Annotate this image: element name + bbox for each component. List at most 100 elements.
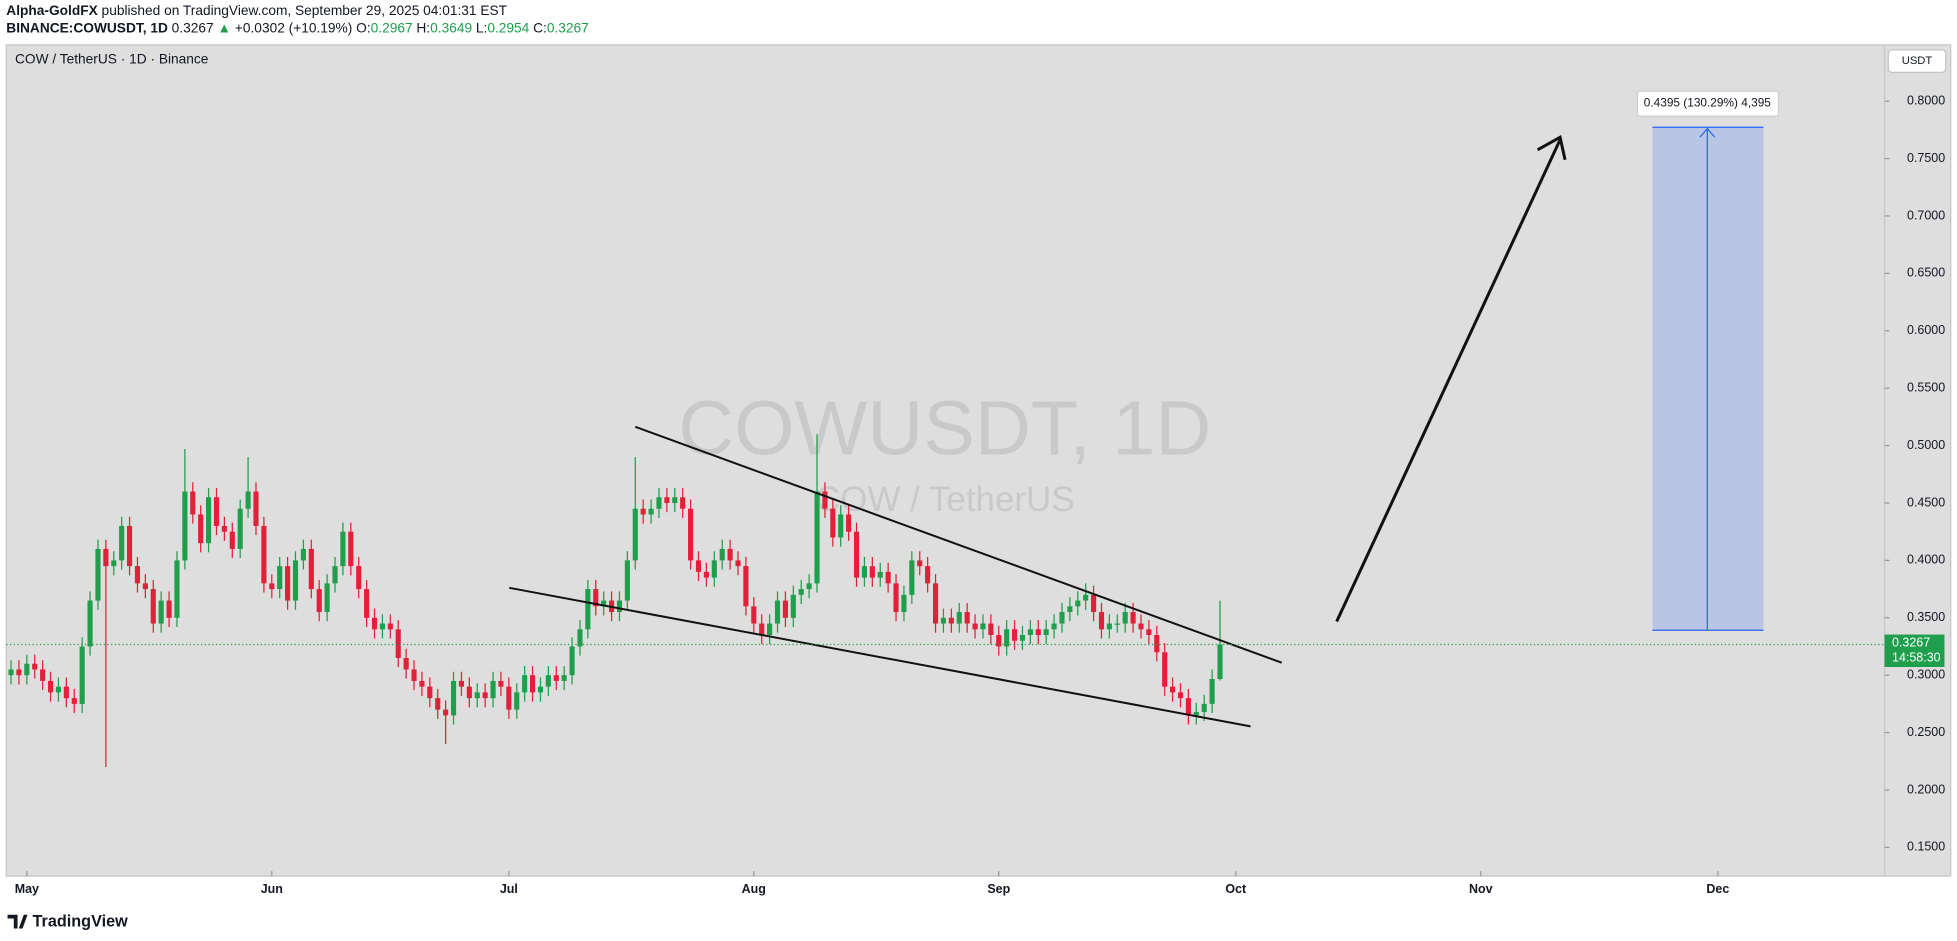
- x-tick-label: Jun: [261, 882, 283, 896]
- y-tick-label: 0.5000: [1907, 438, 1945, 452]
- c-key: C:: [533, 20, 547, 35]
- candle-body: [735, 560, 741, 567]
- candle-body: [640, 508, 646, 515]
- candle-body: [71, 698, 77, 704]
- candle-body: [356, 566, 362, 590]
- candle-body: [1004, 629, 1010, 647]
- candle-body: [901, 594, 907, 613]
- candle-body: [95, 548, 101, 601]
- symbol: BINANCE:COWUSDT, 1D: [6, 20, 168, 35]
- x-tick-label: Sep: [987, 882, 1010, 896]
- candle-body: [277, 566, 283, 590]
- candle-body: [996, 635, 1002, 647]
- currency-label: USDT: [1902, 55, 1933, 67]
- candle-body: [1091, 594, 1097, 613]
- arrow-shaft: [1335, 139, 1562, 623]
- candle-body: [1019, 635, 1026, 641]
- candle-body: [40, 669, 46, 681]
- y-tick-label: 0.6500: [1907, 266, 1945, 280]
- candle-body: [1106, 623, 1112, 630]
- candle-body: [1043, 629, 1049, 636]
- candle-body: [348, 531, 354, 567]
- l-key: L:: [476, 20, 487, 35]
- candle-body: [1217, 644, 1223, 679]
- y-tick-label: 0.1500: [1907, 840, 1945, 854]
- candle-body: [869, 566, 875, 578]
- candle-body: [553, 675, 559, 681]
- o-key: O:: [356, 20, 370, 35]
- change: +0.0302 (+10.19%): [235, 20, 352, 35]
- candle-body: [206, 497, 212, 544]
- candle-body: [308, 548, 314, 590]
- candle-body: [798, 589, 804, 595]
- candle-body: [1012, 629, 1018, 641]
- candle-body: [292, 560, 299, 601]
- candle-body: [925, 566, 931, 584]
- c-value: 0.3267: [547, 20, 589, 35]
- y-tick-label: 0.3000: [1907, 667, 1945, 681]
- candle-body: [632, 508, 638, 561]
- candle-body: [63, 686, 69, 699]
- candle-body: [506, 686, 512, 710]
- candle-body: [940, 617, 947, 624]
- candle-body: [1201, 703, 1207, 712]
- candle-body: [182, 491, 188, 561]
- candle-body: [498, 680, 504, 687]
- candle-body: [411, 669, 417, 681]
- candle-body: [743, 566, 749, 607]
- candle-body: [703, 571, 709, 578]
- candle-body: [261, 525, 267, 584]
- candle-body: [861, 566, 868, 578]
- up-arrow: ▲: [217, 20, 231, 35]
- candle-body: [24, 663, 30, 676]
- candle-body: [245, 491, 251, 509]
- candle-body: [767, 623, 773, 636]
- candle-body: [1027, 629, 1033, 636]
- candle-body: [1193, 711, 1199, 716]
- x-tick-label: Oct: [1225, 882, 1246, 896]
- candle-body: [435, 698, 441, 710]
- candle-body: [893, 583, 899, 613]
- publish-line: Alpha-GoldFX published on TradingView.co…: [6, 3, 507, 18]
- candle-body: [285, 566, 291, 601]
- candle-body: [648, 508, 654, 515]
- candle-body: [806, 583, 812, 590]
- logo: TradingView: [7, 913, 128, 931]
- candle-body: [419, 680, 425, 687]
- candle-body: [16, 669, 22, 676]
- candle-body: [1083, 594, 1089, 601]
- candle-body: [332, 566, 338, 584]
- candle-body: [395, 629, 401, 658]
- candle-body: [300, 548, 306, 561]
- candle-body: [79, 646, 85, 704]
- y-tick-label: 0.2500: [1907, 725, 1945, 739]
- upper-trendline: [634, 425, 1283, 664]
- candle-body: [964, 612, 970, 624]
- candle-body: [529, 675, 536, 693]
- last-price-box: [1884, 634, 1945, 668]
- chart-title: COW / TetherUS · 1D · Binance: [15, 52, 209, 67]
- candle-body: [1067, 606, 1073, 613]
- y-tick-label: 0.7500: [1907, 151, 1945, 165]
- candle-body: [822, 491, 828, 509]
- candle-body: [711, 560, 717, 578]
- y-tick-label: 0.3500: [1907, 610, 1945, 624]
- currency-button[interactable]: [1887, 49, 1947, 74]
- candle-body: [269, 583, 275, 590]
- candle-body: [853, 531, 860, 578]
- candle-body: [253, 491, 259, 526]
- candle-body: [585, 589, 591, 630]
- candle-body: [846, 514, 852, 532]
- candle-body: [537, 686, 544, 693]
- x-tick-label: Aug: [742, 882, 766, 896]
- candle-body: [158, 600, 164, 624]
- candle-body: [32, 663, 38, 670]
- candle-body: [545, 675, 551, 687]
- candle-body: [759, 623, 765, 636]
- candle-body: [119, 525, 125, 561]
- h-value: 0.3649: [430, 20, 472, 35]
- countdown-label: 14:58:30: [1892, 651, 1941, 665]
- candle-body: [324, 583, 330, 613]
- x-tick-label: Dec: [1706, 882, 1729, 896]
- candle-body: [1130, 612, 1136, 624]
